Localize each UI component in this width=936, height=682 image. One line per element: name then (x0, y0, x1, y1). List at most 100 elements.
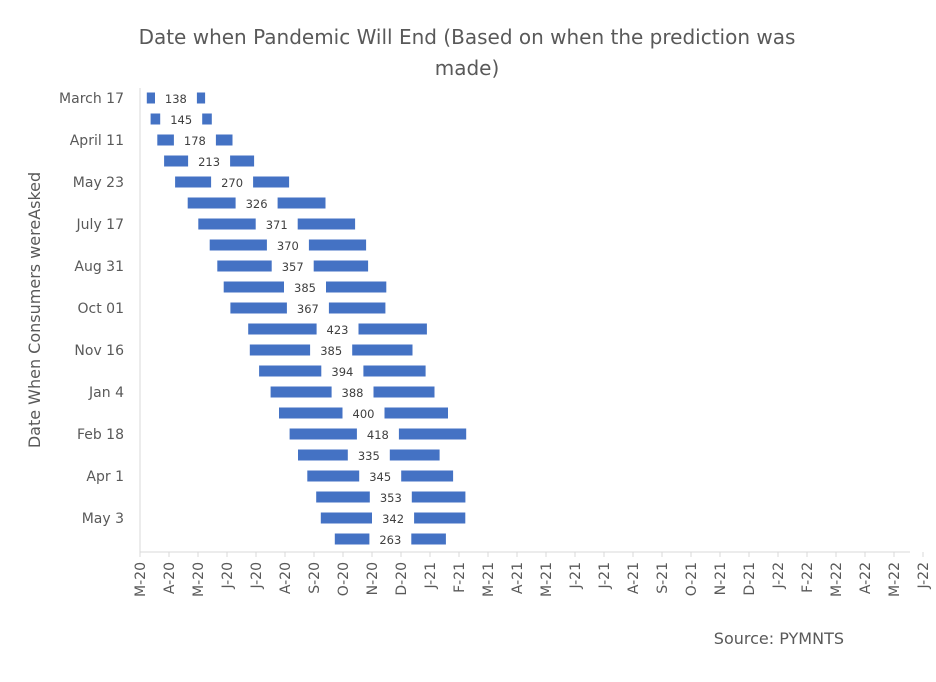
bar-segment (352, 344, 413, 356)
y-tick-label: Nov 16 (74, 343, 124, 359)
bar-segment (358, 323, 427, 335)
x-tick-label: J-20 (220, 562, 236, 590)
bar-segment (320, 512, 372, 524)
x-tick-label: S-21 (655, 562, 671, 594)
bar-segment (175, 176, 212, 188)
source-note: Source: PYMNTS (714, 629, 844, 648)
y-tick-label: Jan 4 (88, 385, 124, 401)
bar-data-label: 367 (297, 302, 319, 316)
x-tick-label: N-20 (365, 562, 381, 595)
bar-data-label: 371 (266, 218, 288, 232)
bar-segment (289, 428, 357, 440)
bar-data-label: 423 (327, 323, 349, 337)
bar-segment (164, 155, 189, 167)
bar-data-label: 270 (221, 176, 243, 190)
chart-title-line-1: Date when Pandemic Will End (Based on wh… (139, 25, 796, 49)
bar-segment (223, 281, 284, 293)
x-tick-label: F-21 (452, 562, 468, 593)
y-tick-label: Aug 31 (74, 259, 124, 275)
x-tick-label: A-20 (162, 562, 178, 594)
bar-data-label: 394 (331, 365, 353, 379)
chart-title-line-2: made) (435, 56, 500, 80)
bar-segment (202, 113, 212, 125)
bar-segment (384, 407, 448, 419)
x-tick-label: O-20 (336, 562, 352, 596)
bar-segment (363, 365, 426, 377)
y-tick-label: March 17 (59, 91, 124, 107)
x-tick-label: J-21 (597, 562, 613, 590)
bar-segment (411, 491, 466, 503)
bar-segment (373, 386, 435, 398)
bar-segment (313, 260, 369, 272)
x-tick-label: D-20 (394, 562, 410, 596)
y-tick-label: Feb 18 (77, 427, 124, 443)
bar-segment (297, 218, 356, 230)
bar-segment (307, 470, 360, 482)
bar-data-label: 385 (320, 344, 342, 358)
x-tick-label: F-22 (800, 562, 816, 593)
x-tick-label: J-22 (916, 562, 932, 590)
bar-segment (209, 239, 267, 251)
bar-segment (277, 197, 326, 209)
bar-segment (414, 512, 466, 524)
bar-segment (146, 92, 155, 104)
bar-segment (253, 176, 290, 188)
x-tick-label: M-20 (133, 562, 149, 597)
bar-segment (326, 281, 387, 293)
x-tick-label: J-21 (568, 562, 584, 590)
bar-segment (411, 533, 446, 545)
bar-data-label: 357 (282, 260, 304, 274)
x-tick-label: A-22 (858, 562, 874, 594)
x-tick-label: J-22 (771, 562, 787, 590)
x-tick-label: J-21 (423, 562, 439, 590)
bar-segment (328, 302, 386, 314)
bar-segment (249, 344, 311, 356)
bar-segment (248, 323, 317, 335)
bar-segment (150, 113, 161, 125)
x-tick-label: A-20 (278, 562, 294, 594)
x-tick-label: N-21 (713, 562, 729, 595)
bar-segment (398, 428, 467, 440)
bar-segment (198, 218, 256, 230)
bar-data-label: 335 (358, 449, 380, 463)
x-tick-label: M-22 (887, 562, 903, 597)
bar-segment (217, 260, 272, 272)
bar-data-label: 326 (246, 197, 268, 211)
bar-segment (196, 92, 206, 104)
bar-segment (230, 155, 255, 167)
bar-data-label: 370 (277, 239, 299, 253)
bar-data-label: 263 (379, 533, 401, 547)
bar-segment (316, 491, 370, 503)
bar-segment (157, 134, 174, 146)
x-tick-label: A-21 (626, 562, 642, 594)
bar-data-label: 345 (369, 470, 391, 484)
bar-segment (279, 407, 343, 419)
bar-data-label: 145 (170, 113, 192, 127)
bar-segment (259, 365, 322, 377)
x-tick-label: O-21 (684, 562, 700, 596)
x-tick-labels: M-20 A-20 M-20 J-20 J-20 A-20 S-20 O-20 N-20 D-20… (133, 552, 932, 597)
x-tick-label: M-22 (829, 562, 845, 597)
bar-segment (215, 134, 233, 146)
bar-data-label: 400 (353, 407, 375, 421)
bar-segment (230, 302, 287, 314)
y-tick-label: April 11 (70, 133, 124, 149)
bar-segment (187, 197, 236, 209)
bar-segment (270, 386, 332, 398)
x-tick-label: M-21 (481, 562, 497, 597)
x-tick-label: S-20 (307, 562, 323, 594)
x-tick-label: M-21 (539, 562, 555, 597)
y-tick-label: Apr 1 (86, 469, 124, 485)
bar-segment (334, 533, 370, 545)
x-tick-label: A-21 (510, 562, 526, 594)
bar-segment (298, 449, 348, 461)
bar-data-label: 388 (342, 386, 364, 400)
bar-data-label: 178 (184, 134, 206, 148)
y-tick-label: May 3 (82, 511, 124, 527)
y-tick-label: Oct 01 (78, 301, 124, 317)
bar-data-label: 385 (294, 281, 316, 295)
y-tick-label: July 17 (76, 217, 124, 233)
y-tick-labels: March 17 April 11 May 23 July 17 Aug 31 Oct 0… (59, 91, 124, 527)
